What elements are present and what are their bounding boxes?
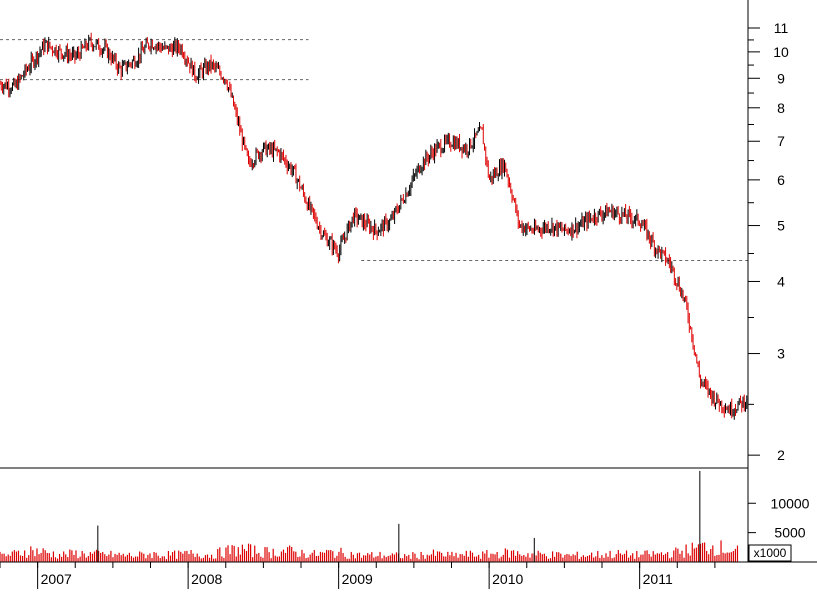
price-tick-label: 11 <box>774 20 789 36</box>
price-tick-label: 4 <box>777 273 785 289</box>
price-tick-label: 2 <box>777 447 785 463</box>
x-axis: 2007 2008 2009 2010 2011 <box>0 562 716 589</box>
price-tick-label: 8 <box>777 100 785 116</box>
price-tick-label: 7 <box>777 133 785 149</box>
price-tick-label: 5 <box>777 218 785 234</box>
price-tick-label: 3 <box>777 346 785 362</box>
year-label: 2009 <box>342 571 373 587</box>
volume-unit-box <box>748 544 792 562</box>
year-label: 2008 <box>191 571 222 587</box>
year-label: 2010 <box>492 571 523 587</box>
volume-tick-label: 10000 <box>771 495 810 511</box>
reference-lines <box>0 39 748 261</box>
volume-tick-label: 5000 <box>774 525 805 541</box>
volume-unit-label: x1000 <box>754 546 787 560</box>
price-y-axis: 11 10 9 8 7 6 5 4 3 2 <box>748 20 789 463</box>
price-tick-label: 6 <box>777 172 785 188</box>
year-label: 2011 <box>643 571 673 587</box>
volume-series <box>0 470 739 562</box>
year-label: 2007 <box>41 571 72 587</box>
price-tick-label: 10 <box>773 44 789 60</box>
price-series <box>0 32 749 420</box>
volume-y-axis: 10000 5000 <box>748 495 810 541</box>
price-tick-label: 9 <box>777 70 785 86</box>
